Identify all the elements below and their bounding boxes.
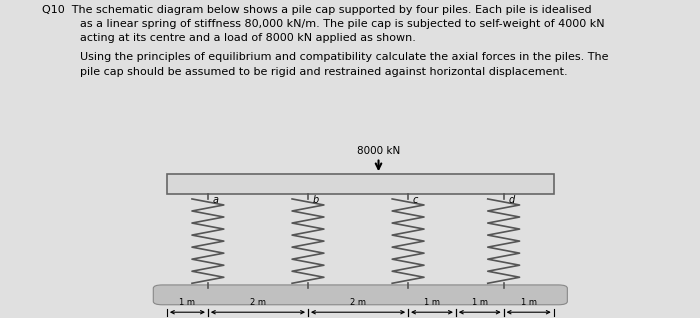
Text: b: b bbox=[312, 195, 318, 205]
Text: a: a bbox=[213, 195, 218, 205]
Text: 1 m: 1 m bbox=[179, 298, 195, 307]
FancyBboxPatch shape bbox=[153, 285, 567, 305]
Text: 1 m: 1 m bbox=[521, 298, 537, 307]
Bar bbox=[167, 174, 554, 194]
Text: d: d bbox=[508, 195, 514, 205]
Text: 2 m: 2 m bbox=[350, 298, 366, 307]
Text: acting at its centre and a load of 8000 kN applied as shown.: acting at its centre and a load of 8000 … bbox=[80, 33, 416, 43]
Text: as a linear spring of stiffness 80,000 kN/m. The pile cap is subjected to self-w: as a linear spring of stiffness 80,000 k… bbox=[80, 19, 605, 29]
Text: c: c bbox=[412, 195, 418, 205]
Text: 1 m: 1 m bbox=[424, 298, 440, 307]
Text: 1 m: 1 m bbox=[472, 298, 488, 307]
Text: Using the principles of equilibrium and compatibility calculate the axial forces: Using the principles of equilibrium and … bbox=[80, 52, 609, 62]
Text: 2 m: 2 m bbox=[250, 298, 266, 307]
Text: Q10  The schematic diagram below shows a pile cap supported by four piles. Each : Q10 The schematic diagram below shows a … bbox=[42, 5, 592, 15]
Text: 8000 kN: 8000 kN bbox=[357, 146, 400, 156]
Text: pile cap should be assumed to be rigid and restrained against horizontal displac: pile cap should be assumed to be rigid a… bbox=[80, 67, 568, 77]
